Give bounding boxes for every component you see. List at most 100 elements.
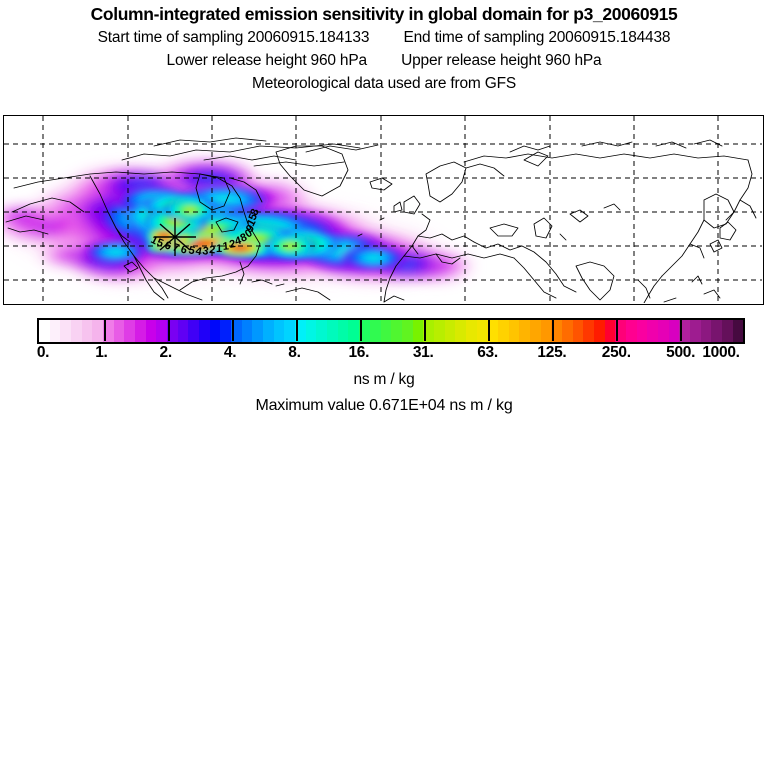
colorbar-swatch (241, 320, 253, 342)
page-title: Column-integrated emission sensitivity i… (90, 4, 678, 24)
colorbar-swatch (199, 320, 210, 342)
svg-text:6: 6 (179, 243, 189, 256)
colorbar-tick-label: 16. (348, 344, 370, 361)
maximum-value-label: Maximum value 0.671E+04 ns m / kg (255, 397, 513, 414)
colorbar-tick-label: 1000. (702, 344, 740, 361)
colorbar-tick-label: 0. (36, 344, 50, 361)
colorbar-swatch (209, 320, 221, 342)
colorbar-band-separator (615, 320, 618, 341)
svg-text:4: 4 (194, 245, 203, 258)
colorbar-tick-label: 63. (477, 344, 498, 361)
colorbar-swatch (572, 320, 584, 342)
met-data-label: Meteorological data used are from GFS (252, 75, 516, 92)
trajectory-day-labels: 6 7 6 5 4 3 2 1 1 2 4 8 0 9 1 5 8 1 5 (149, 207, 262, 258)
colorbar-swatch (636, 320, 648, 342)
colorbar-band-separator (423, 320, 426, 341)
colorbar-swatch (519, 320, 530, 342)
colorbar-tick-label: 4. (223, 344, 237, 361)
colorbar-swatch (476, 320, 488, 342)
colorbar-swatch (327, 320, 338, 342)
colorbar-swatch (561, 320, 573, 342)
colorbar-swatch (316, 320, 328, 342)
colorbar-swatch (252, 320, 264, 342)
colorbar-tick-label: 500. (666, 344, 696, 361)
colorbar-swatch (668, 320, 680, 342)
colorbar-swatch (444, 320, 456, 342)
svg-text:1: 1 (222, 240, 229, 253)
colorbar-swatch (401, 320, 413, 342)
colorbar-swatch (337, 320, 349, 342)
colorbar-swatch (81, 320, 93, 342)
svg-text:1: 1 (216, 243, 222, 255)
colorbar-swatch (433, 320, 445, 342)
colorbar-swatch (369, 320, 381, 342)
colorbar-swatch (167, 320, 178, 342)
colorbar[interactable] (37, 318, 745, 344)
colorbar-swatch (679, 320, 690, 342)
release-height-line: Lower release height 960 hPa Upper relea… (0, 49, 768, 72)
colorbar-swatch (455, 320, 466, 342)
svg-text:4: 4 (234, 234, 244, 247)
colorbar-tick-label: 125. (537, 344, 567, 361)
colorbar-tick-label: 250. (601, 344, 631, 361)
colorbar-swatch (273, 320, 285, 342)
colorbar-swatch (540, 320, 552, 342)
colorbar-swatch (39, 320, 50, 342)
colorbar-band-separator (679, 320, 682, 341)
colorbar-tick-label: 2. (159, 344, 173, 361)
colorbar-band-separator (104, 320, 107, 341)
release-point-marker (154, 218, 196, 256)
colorbar-swatch (145, 320, 157, 342)
colorbar-swatch (647, 320, 658, 342)
colorbar-swatch (295, 320, 306, 342)
colorbar-swatch (625, 320, 637, 342)
colorbar-swatch (689, 320, 701, 342)
svg-text:0: 0 (243, 227, 255, 240)
colorbar-swatch (423, 320, 434, 342)
colorbar-swatch (49, 320, 61, 342)
colorbar-tick-label: 8. (288, 344, 301, 361)
lower-release-height-label: Lower release height 960 hPa (166, 52, 368, 69)
colorbar-swatch (583, 320, 594, 342)
svg-text:7: 7 (171, 241, 181, 254)
colorbar-swatch (188, 320, 200, 342)
colorbar-swatch (380, 320, 392, 342)
colorbar-swatch (60, 320, 72, 342)
svg-text:5: 5 (155, 237, 165, 250)
colorbar-swatch (711, 320, 722, 342)
svg-text:5: 5 (247, 212, 260, 222)
colorbar-swatch (177, 320, 189, 342)
colorbar-swatch (412, 320, 424, 342)
svg-text:5: 5 (187, 244, 196, 257)
svg-text:1: 1 (245, 217, 258, 228)
colorbar-swatch (124, 320, 136, 342)
svg-text:8: 8 (248, 207, 261, 217)
colorbar-swatch (487, 320, 498, 342)
colorbar-swatch (231, 320, 242, 342)
svg-text:2: 2 (228, 238, 236, 251)
header-block: Column-integrated emission sensitivity i… (0, 0, 768, 95)
colorbar-swatch (391, 320, 402, 342)
colorbar-swatch (593, 320, 605, 342)
svg-text:1: 1 (149, 234, 160, 247)
colorbar-tick-labels: 0. 1. 2. 4. 8. 16. 31. 63. 125. 250. 500. 1000. (0, 344, 768, 366)
map-panel: 6 7 6 5 4 3 2 1 1 2 4 8 0 9 1 5 8 1 5 (3, 115, 764, 305)
colorbar-swatch (92, 320, 104, 342)
colorbar-swatch (348, 320, 360, 342)
colorbar-units-label: ns m / kg (353, 371, 415, 388)
colorbar-swatch (113, 320, 125, 342)
colorbar-swatch (508, 320, 520, 342)
colorbar-band-separator (232, 320, 235, 341)
colorbar-swatch (135, 320, 146, 342)
svg-text:8: 8 (239, 231, 249, 244)
colorbar-swatch (722, 320, 733, 342)
colorbar-swatch (103, 320, 114, 342)
colorbar-swatch (700, 320, 712, 342)
colorbar-tick-label: 31. (412, 344, 434, 361)
colorbar-band-separator (360, 320, 363, 341)
colorbar-swatch (465, 320, 477, 342)
colorbar-swatch (551, 320, 562, 342)
colorbar-swatch (71, 320, 82, 342)
colorbar-tick-label: 1. (95, 344, 108, 361)
